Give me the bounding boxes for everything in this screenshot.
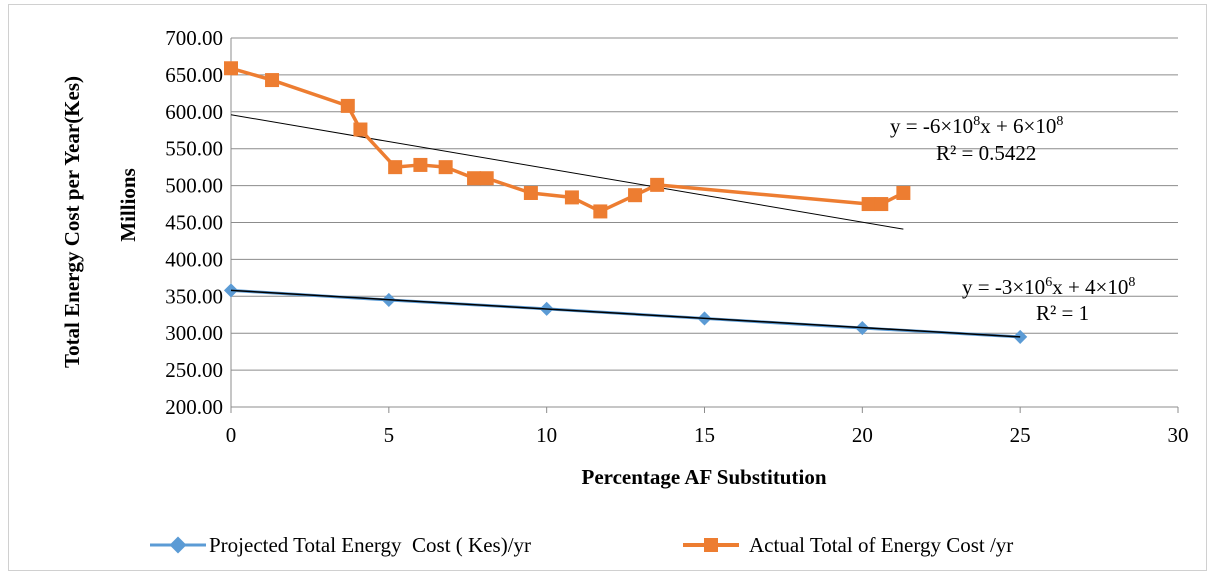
x-tick-label: 25 xyxy=(1010,423,1031,447)
x-tick-label: 0 xyxy=(226,423,237,447)
r-squared-text: R² = 0.5422 xyxy=(936,141,1036,165)
equation-text: y = -3×106x + 4×108 xyxy=(962,275,1135,299)
data-point xyxy=(861,197,876,212)
chart-frame xyxy=(8,4,1207,571)
legend: Projected Total Energy Cost ( Kes)/yr Ac… xyxy=(150,533,1013,557)
trendline-equation-projected: y = -3×106x + 4×108 R² = 1 xyxy=(962,275,1135,325)
x-tick-label: 20 xyxy=(852,423,873,447)
x-tick-label: 5 xyxy=(384,423,395,447)
y-tick-label: 550.00 xyxy=(165,137,223,161)
trendlines xyxy=(230,114,904,230)
y-tick-label: 200.00 xyxy=(165,395,223,419)
y-tick-label: 500.00 xyxy=(165,174,223,198)
series-actual xyxy=(224,61,911,219)
y-tick-labels: 200.00 250.00 300.00 350.00 400.00 450.00 500.… xyxy=(165,26,223,419)
data-point xyxy=(388,160,403,175)
data-point xyxy=(564,190,579,205)
equation-text: y = -6×108x + 6×108 xyxy=(890,114,1063,138)
data-point xyxy=(224,61,238,76)
y-axis-title: Total Energy Cost per Year(Kes) xyxy=(60,76,84,368)
data-point xyxy=(523,185,538,200)
y-tick-label: 450.00 xyxy=(165,211,223,235)
series xyxy=(223,61,1028,344)
data-point xyxy=(467,171,482,186)
trendline xyxy=(230,114,904,230)
data-point xyxy=(593,204,608,219)
legend-item-actual: Actual Total of Energy Cost /yr xyxy=(683,533,1013,557)
data-point xyxy=(479,171,494,186)
data-point xyxy=(265,73,280,88)
y-axis-unit-label: Millions xyxy=(116,168,140,242)
y-tick-label: 300.00 xyxy=(165,321,223,345)
trendline xyxy=(230,289,1021,338)
r-squared-text: R² = 1 xyxy=(1036,301,1089,325)
data-point xyxy=(896,185,911,200)
data-point xyxy=(628,188,643,203)
data-point xyxy=(413,157,428,172)
data-point xyxy=(340,98,355,113)
series-line xyxy=(230,66,905,214)
data-point xyxy=(650,177,665,192)
legend-item-projected: Projected Total Energy Cost ( Kes)/yr xyxy=(150,533,531,557)
x-axis-title: Percentage AF Substitution xyxy=(582,465,827,489)
square-marker-icon xyxy=(704,538,718,552)
y-tick-label: 600.00 xyxy=(165,100,223,124)
gridlines xyxy=(231,37,1178,371)
legend-label: Projected Total Energy Cost ( Kes)/yr xyxy=(209,533,531,557)
data-point xyxy=(438,160,453,175)
y-tick-label: 700.00 xyxy=(165,26,223,50)
data-point xyxy=(353,122,368,137)
trendline-equation-actual: y = -6×108x + 6×108 R² = 0.5422 xyxy=(890,114,1063,165)
x-tick-label: 30 xyxy=(1168,423,1189,447)
legend-label: Actual Total of Energy Cost /yr xyxy=(749,533,1013,557)
y-tick-label: 650.00 xyxy=(165,63,223,87)
y-tick-label: 250.00 xyxy=(165,358,223,382)
x-tick-label: 15 xyxy=(694,423,715,447)
y-tick-label: 350.00 xyxy=(165,284,223,308)
x-tick-label: 10 xyxy=(536,423,557,447)
x-tick-labels: 0 5 10 15 20 25 30 xyxy=(226,423,1189,447)
axes xyxy=(230,38,1179,413)
y-tick-label: 400.00 xyxy=(165,247,223,271)
diamond-marker-icon xyxy=(169,536,187,554)
data-point xyxy=(874,197,889,212)
